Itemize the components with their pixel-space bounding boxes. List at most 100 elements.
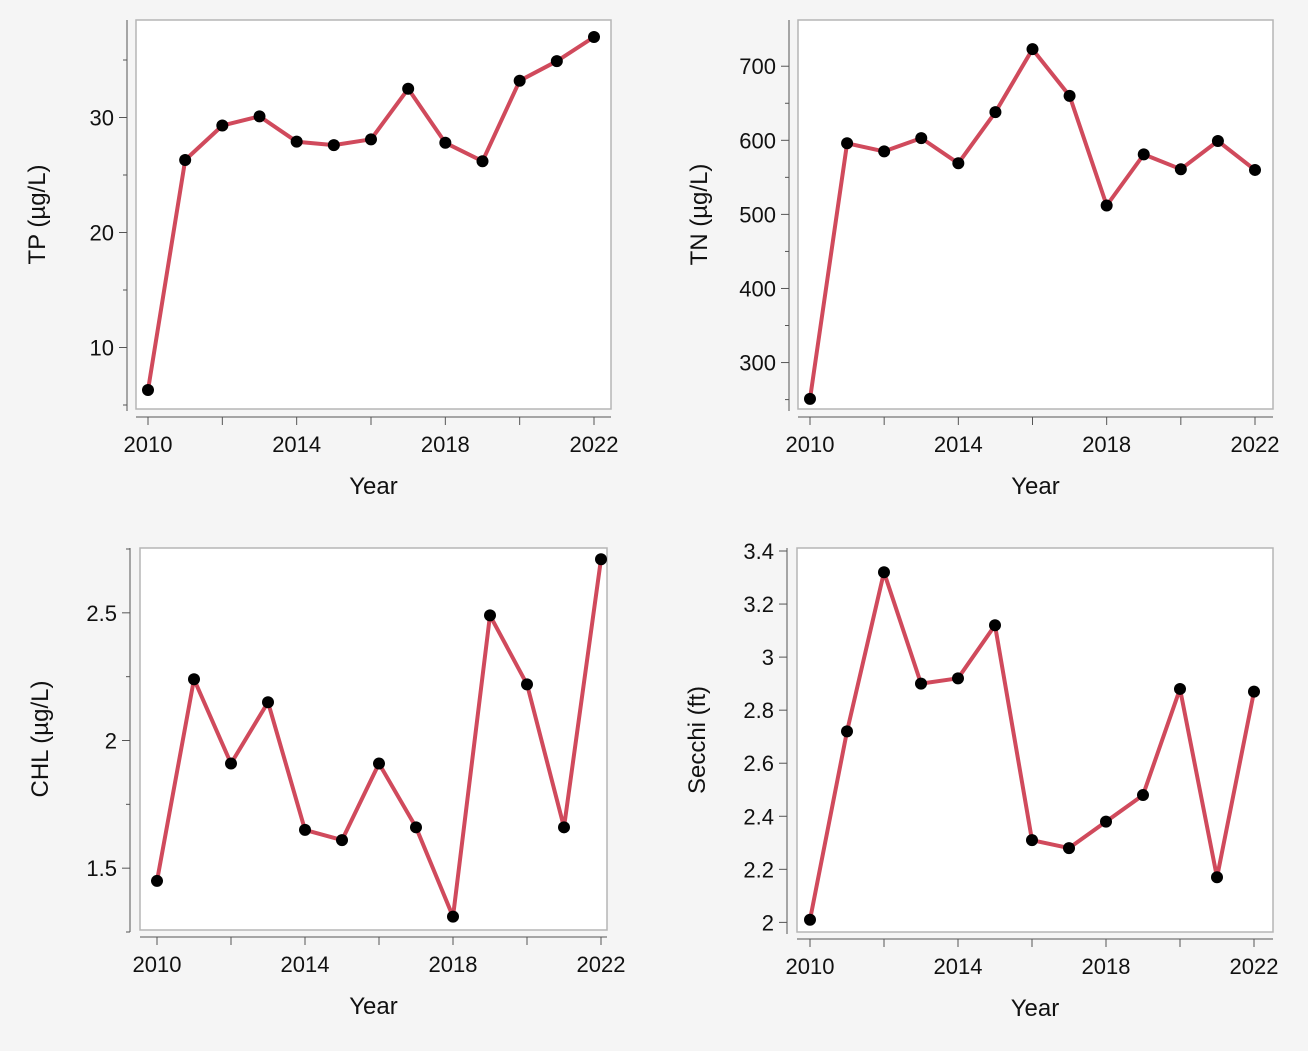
data-point xyxy=(179,154,192,167)
data-point xyxy=(410,821,422,834)
data-point xyxy=(439,136,452,149)
x-tick-label: 2010 xyxy=(786,432,835,457)
panel-tp: 10 20 30 2010 2014 2018 2022 Year TP (µg/L) xyxy=(24,19,619,500)
y-tick-label: 2.5 xyxy=(86,601,117,626)
x-tick-label: 2014 xyxy=(934,954,983,979)
y-tick-label: 2.6 xyxy=(743,751,774,776)
y-tick-label: 20 xyxy=(90,221,114,246)
x-axis-title: Year xyxy=(349,993,398,1020)
data-point xyxy=(1249,163,1261,176)
x-axis-title: Year xyxy=(1011,995,1060,1022)
panel-tn: 300 400 500 600 700 2010 2014 2018 2022 Year TN (µ… xyxy=(686,19,1280,500)
y-tick-label: 2 xyxy=(762,910,774,935)
data-point xyxy=(1026,834,1038,847)
panel-secchi: 2 2.2 2.4 2.6 2.8 3 3.2 3.4 2010 2014 2018 2022 Year… xyxy=(684,539,1278,1022)
y-tick-label: 3.2 xyxy=(743,592,774,617)
data-point xyxy=(476,155,489,168)
y-axis-title: TN (µg/L) xyxy=(686,164,713,266)
x-tick-label: 2014 xyxy=(281,952,330,977)
y-tick-label: 2.4 xyxy=(743,804,774,829)
data-point xyxy=(262,696,274,709)
data-point xyxy=(225,757,237,770)
y-axis-title: TP (µg/L) xyxy=(24,164,51,264)
data-point xyxy=(1063,89,1076,102)
data-point xyxy=(989,106,1002,119)
data-point xyxy=(188,673,200,686)
data-point xyxy=(151,874,163,887)
y-tick-label: 3 xyxy=(762,645,774,670)
panel-chl: 1.5 2 2.5 2010 2014 2018 2022 Year CHL (µg/L) xyxy=(27,547,626,1020)
y-tick-label: 2.8 xyxy=(743,698,774,723)
data-point xyxy=(804,913,816,926)
data-point xyxy=(558,821,570,834)
x-axis-title: Year xyxy=(349,473,398,500)
data-point xyxy=(841,137,854,150)
data-point xyxy=(402,82,415,95)
x-tick-label: 2010 xyxy=(124,432,173,457)
data-point xyxy=(513,74,526,87)
data-point xyxy=(915,132,928,145)
data-point xyxy=(588,31,600,43)
plot-frame xyxy=(135,19,612,410)
data-point xyxy=(142,384,154,397)
data-point xyxy=(1100,199,1113,212)
x-tick-label: 2022 xyxy=(1230,954,1279,979)
plot-frame xyxy=(796,547,1274,933)
data-point xyxy=(1026,43,1039,56)
y-tick-label: 700 xyxy=(739,54,776,79)
plot-frame xyxy=(139,547,608,931)
data-point xyxy=(989,619,1001,632)
y-axis-title: CHL (µg/L) xyxy=(27,681,54,798)
data-point xyxy=(804,392,816,405)
data-point xyxy=(1137,148,1150,161)
data-point xyxy=(1174,682,1186,695)
x-tick-label: 2022 xyxy=(570,432,619,457)
y-tick-label: 300 xyxy=(739,351,776,376)
data-point xyxy=(841,725,853,738)
data-point xyxy=(1063,842,1075,855)
data-point xyxy=(1248,685,1260,698)
x-tick-label: 2010 xyxy=(786,954,835,979)
data-point xyxy=(365,133,377,146)
y-tick-label: 30 xyxy=(90,106,114,131)
y-tick-label: 2.2 xyxy=(743,857,774,882)
data-point xyxy=(550,55,563,68)
data-point xyxy=(878,145,891,158)
data-point xyxy=(1211,871,1223,884)
data-point xyxy=(373,757,385,770)
data-point xyxy=(952,157,965,170)
data-point xyxy=(253,110,266,123)
x-tick-label: 2018 xyxy=(429,952,478,977)
data-point xyxy=(1137,789,1149,802)
data-point xyxy=(447,910,459,923)
plot-frame xyxy=(797,19,1274,410)
x-tick-label: 2022 xyxy=(577,952,626,977)
data-point xyxy=(484,609,496,622)
y-axis-title: Secchi (ft) xyxy=(684,686,711,794)
data-point xyxy=(336,834,348,847)
x-tick-label: 2014 xyxy=(272,432,321,457)
data-point xyxy=(952,672,964,685)
data-point xyxy=(915,677,927,690)
x-tick-label: 2022 xyxy=(1231,432,1280,457)
x-axis-title: Year xyxy=(1011,473,1060,500)
x-tick-label: 2018 xyxy=(1082,432,1131,457)
x-tick-label: 2018 xyxy=(1082,954,1131,979)
x-tick-label: 2018 xyxy=(421,432,470,457)
x-tick-label: 2010 xyxy=(133,952,182,977)
data-point xyxy=(1174,163,1187,176)
data-point xyxy=(327,139,340,152)
y-tick-label: 10 xyxy=(90,336,114,361)
data-point xyxy=(1211,135,1224,148)
y-tick-label: 400 xyxy=(739,276,776,301)
x-tick-label: 2014 xyxy=(934,432,983,457)
data-point xyxy=(521,678,533,691)
data-point xyxy=(216,119,229,132)
data-point xyxy=(878,566,890,579)
data-point xyxy=(595,553,607,566)
data-point xyxy=(299,823,311,836)
y-tick-label: 3.4 xyxy=(743,539,774,564)
y-tick-label: 500 xyxy=(739,202,776,227)
